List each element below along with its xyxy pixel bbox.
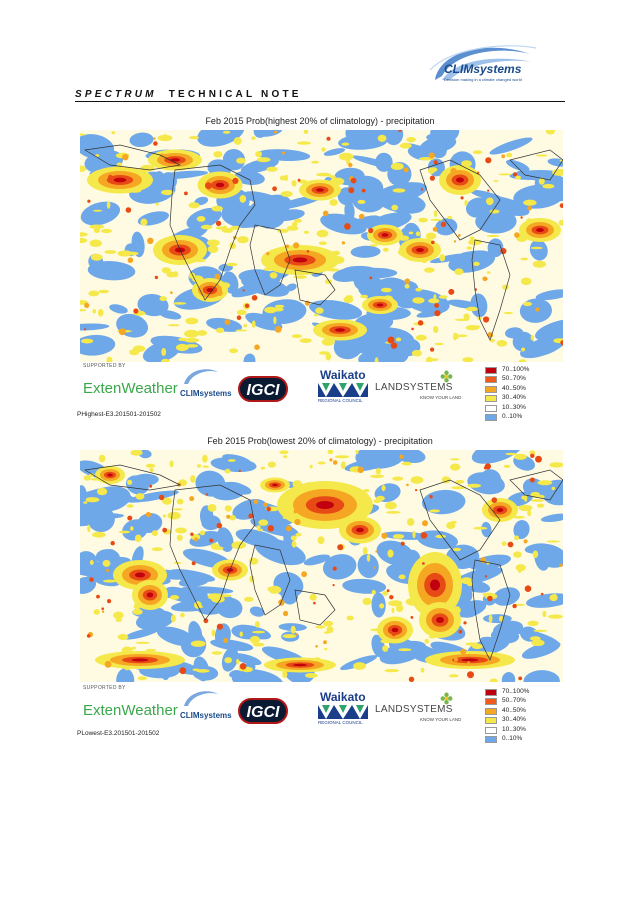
header-logo-tagline: Decision making in a climate changed wor… bbox=[444, 77, 522, 82]
legend-swatch bbox=[485, 717, 497, 725]
precipitation-probability-map bbox=[80, 450, 563, 682]
legend: 70..100% 50..70% 40..50% 30..40% 10..30% 0..1… bbox=[485, 688, 565, 748]
legend-label: 10..30% bbox=[502, 725, 526, 733]
sponsor-landsystems: LANDSYSTEMS bbox=[375, 382, 453, 393]
file-label: PLowest-E3.201501-201502 bbox=[77, 730, 160, 737]
sponsor-climsystems-swoosh bbox=[184, 369, 218, 384]
legend-label: 30..40% bbox=[502, 716, 526, 724]
sponsor-igci: IGCI bbox=[238, 376, 288, 402]
flower-icon bbox=[440, 370, 453, 383]
sponsor-waikato-mark bbox=[318, 705, 368, 719]
header-title-spectrum: SPECTRUM bbox=[75, 89, 157, 100]
legend: 70..100% 50..70% 40..50% 30..40% 10..30% 0..1… bbox=[485, 366, 565, 426]
sponsor-waikato-mark bbox=[318, 383, 368, 397]
legend-swatch bbox=[485, 707, 497, 715]
panel-title: Feb 2015 Prob(lowest 20% of climatology)… bbox=[207, 436, 433, 446]
sponsor-climsystems-swoosh bbox=[184, 691, 218, 706]
header-logo-name: CLIMsystems bbox=[444, 62, 522, 76]
legend-swatch bbox=[485, 385, 497, 393]
sponsor-extenweather: ExtenWeather bbox=[83, 380, 178, 397]
legend-label: 0..10% bbox=[502, 735, 523, 742]
flower-icon bbox=[440, 692, 453, 705]
file-label: PHighest-E3.201501-201502 bbox=[77, 411, 161, 418]
sponsor-waikato-sub: REGIONAL COUNCIL bbox=[318, 720, 363, 725]
sponsor-climsystems: CLIMsystems bbox=[180, 389, 232, 398]
forecast-panel-highest: Feb 2015 Prob(highest 20% of climatology… bbox=[75, 112, 565, 434]
legend-swatch bbox=[485, 367, 497, 374]
legend-label: 30..40% bbox=[502, 394, 526, 402]
legend-label: 50..70% bbox=[502, 697, 526, 705]
legend-swatch bbox=[485, 698, 497, 706]
supported-by-label: SUPPORTED BY bbox=[83, 363, 126, 369]
sponsor-landsystems-sub: KNOW YOUR LAND bbox=[420, 717, 462, 722]
sponsor-strip: SUPPORTED BY ExtenWeather CLIMsystems IGCI… bbox=[80, 362, 563, 418]
header-title-rest: TECHNICAL NOTE bbox=[168, 89, 302, 100]
sponsor-extenweather: ExtenWeather bbox=[83, 702, 178, 719]
supported-by-label: SUPPORTED BY bbox=[83, 685, 126, 691]
header-rule bbox=[75, 101, 565, 102]
legend-swatch bbox=[485, 726, 497, 734]
legend-swatch bbox=[485, 736, 497, 743]
legend-label: 40..50% bbox=[502, 706, 526, 714]
document-header-title: SPECTRUM TECHNICAL NOTE bbox=[75, 89, 302, 100]
panel-title: Feb 2015 Prob(highest 20% of climatology… bbox=[205, 116, 435, 126]
legend-swatch bbox=[485, 414, 497, 421]
legend-swatch bbox=[485, 376, 497, 384]
sponsor-climsystems: CLIMsystems bbox=[180, 711, 232, 720]
legend-label: 50..70% bbox=[502, 375, 526, 383]
sponsor-landsystems: LANDSYSTEMS bbox=[375, 704, 453, 715]
legend-label: 70..100% bbox=[502, 688, 530, 695]
legend-swatch bbox=[485, 689, 497, 696]
legend-label: 70..100% bbox=[502, 366, 530, 373]
legend-swatch bbox=[485, 404, 497, 412]
legend-swatch bbox=[485, 395, 497, 403]
sponsor-strip: SUPPORTED BY ExtenWeather CLIMsystems IGCI… bbox=[80, 684, 563, 740]
legend-label: 0..10% bbox=[502, 413, 523, 420]
climsystems-logo-swoosh bbox=[429, 45, 537, 80]
legend-label: 10..30% bbox=[502, 403, 526, 411]
sponsor-waikato: Waikato bbox=[320, 368, 366, 382]
sponsor-waikato-sub: REGIONAL COUNCIL bbox=[318, 398, 363, 403]
legend-label: 40..50% bbox=[502, 384, 526, 392]
sponsor-landsystems-sub: KNOW YOUR LAND bbox=[420, 395, 462, 400]
sponsor-igci: IGCI bbox=[238, 698, 288, 724]
precipitation-probability-map bbox=[80, 130, 563, 362]
sponsor-waikato: Waikato bbox=[320, 690, 366, 704]
forecast-panel-lowest: Feb 2015 Prob(lowest 20% of climatology)… bbox=[75, 434, 565, 746]
